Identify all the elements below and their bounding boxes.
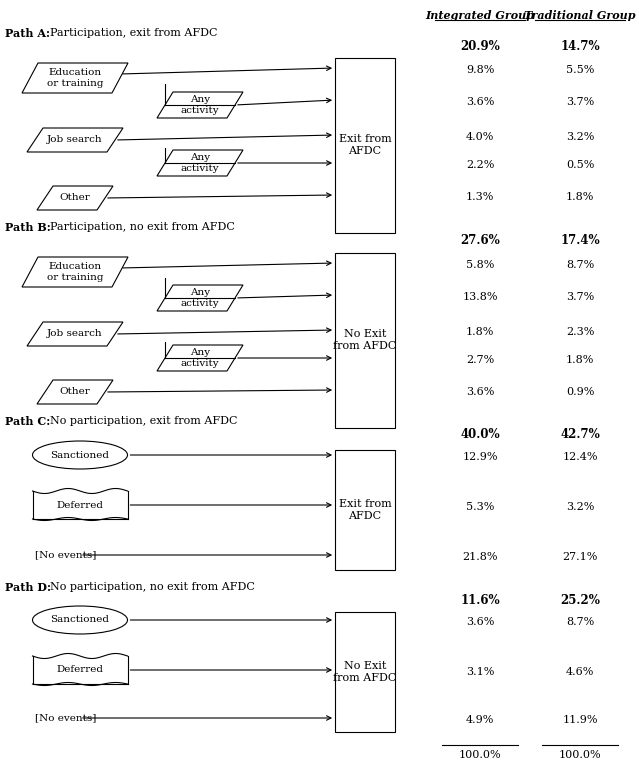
Text: 2.7%: 2.7% — [466, 355, 494, 365]
Text: Path D:: Path D: — [5, 582, 51, 593]
Text: 9.8%: 9.8% — [466, 65, 494, 75]
Text: 3.6%: 3.6% — [466, 387, 494, 397]
Text: Traditional Group: Traditional Group — [524, 10, 636, 21]
Text: Sanctioned: Sanctioned — [50, 615, 109, 625]
Text: Exit from
AFDC: Exit from AFDC — [339, 499, 391, 520]
Text: Any
activity: Any activity — [181, 96, 219, 115]
Text: Any
activity: Any activity — [181, 348, 219, 368]
Text: 20.9%: 20.9% — [460, 40, 500, 53]
Text: 1.8%: 1.8% — [566, 355, 594, 365]
Text: Path C:: Path C: — [5, 416, 50, 427]
Text: 4.0%: 4.0% — [466, 132, 494, 142]
Text: Exit from
AFDC: Exit from AFDC — [339, 134, 391, 156]
Text: Job search: Job search — [47, 329, 103, 338]
Text: [No events]: [No events] — [35, 550, 96, 560]
Text: 27.1%: 27.1% — [562, 552, 597, 562]
Text: 11.9%: 11.9% — [562, 715, 597, 725]
Text: 0.5%: 0.5% — [566, 160, 594, 170]
Text: 100.0%: 100.0% — [459, 750, 502, 760]
Text: Education
or training: Education or training — [47, 69, 104, 88]
Text: 25.2%: 25.2% — [560, 594, 600, 607]
Text: 40.0%: 40.0% — [460, 428, 500, 441]
Text: 12.9%: 12.9% — [462, 452, 498, 462]
Text: Other: Other — [59, 388, 90, 396]
Text: 11.6%: 11.6% — [460, 594, 500, 607]
Text: 100.0%: 100.0% — [558, 750, 601, 760]
Text: 3.7%: 3.7% — [566, 97, 594, 107]
Text: Any
activity: Any activity — [181, 153, 219, 173]
Text: Path B:: Path B: — [5, 222, 50, 233]
Text: Integrated Group: Integrated Group — [426, 10, 534, 21]
Text: 1.8%: 1.8% — [566, 192, 594, 202]
Text: 5.8%: 5.8% — [466, 260, 494, 270]
Bar — [335, 58, 395, 233]
Text: Education
or training: Education or training — [47, 262, 104, 281]
Text: No Exit
from AFDC: No Exit from AFDC — [334, 662, 397, 683]
Text: 21.8%: 21.8% — [462, 552, 498, 562]
Text: 3.6%: 3.6% — [466, 617, 494, 627]
Text: Job search: Job search — [47, 136, 103, 144]
Text: 4.9%: 4.9% — [466, 715, 494, 725]
Text: 2.3%: 2.3% — [566, 327, 594, 337]
Text: 14.7%: 14.7% — [560, 40, 600, 53]
Bar — [335, 450, 395, 570]
Text: Any
activity: Any activity — [181, 288, 219, 308]
Text: 8.7%: 8.7% — [566, 260, 594, 270]
Text: 0.9%: 0.9% — [566, 387, 594, 397]
Text: Deferred: Deferred — [56, 665, 104, 675]
Text: 1.3%: 1.3% — [466, 192, 494, 202]
Text: 3.7%: 3.7% — [566, 292, 594, 302]
Text: 3.6%: 3.6% — [466, 97, 494, 107]
Text: Participation, exit from AFDC: Participation, exit from AFDC — [43, 28, 217, 38]
Text: No Exit
from AFDC: No Exit from AFDC — [334, 329, 397, 351]
Bar — [335, 252, 395, 427]
Text: 27.6%: 27.6% — [460, 234, 500, 247]
Text: Other: Other — [59, 194, 90, 203]
Text: Deferred: Deferred — [56, 500, 104, 510]
Text: 5.5%: 5.5% — [566, 65, 594, 75]
Text: No participation, no exit from AFDC: No participation, no exit from AFDC — [43, 582, 255, 592]
Text: 4.6%: 4.6% — [566, 667, 594, 677]
Text: 17.4%: 17.4% — [560, 234, 600, 247]
Text: [No events]: [No events] — [35, 713, 96, 722]
Text: Participation, no exit from AFDC: Participation, no exit from AFDC — [43, 222, 235, 232]
Text: 3.2%: 3.2% — [566, 502, 594, 512]
Text: No participation, exit from AFDC: No participation, exit from AFDC — [43, 416, 238, 426]
Text: 8.7%: 8.7% — [566, 617, 594, 627]
Text: 2.2%: 2.2% — [466, 160, 494, 170]
Text: 5.3%: 5.3% — [466, 502, 494, 512]
Text: 12.4%: 12.4% — [562, 452, 597, 462]
Text: 3.1%: 3.1% — [466, 667, 494, 677]
Text: 3.2%: 3.2% — [566, 132, 594, 142]
Text: 1.8%: 1.8% — [466, 327, 494, 337]
Bar — [335, 612, 395, 732]
Text: Path A:: Path A: — [5, 28, 50, 39]
Text: 42.7%: 42.7% — [560, 428, 600, 441]
Text: 13.8%: 13.8% — [462, 292, 498, 302]
Text: Sanctioned: Sanctioned — [50, 450, 109, 460]
